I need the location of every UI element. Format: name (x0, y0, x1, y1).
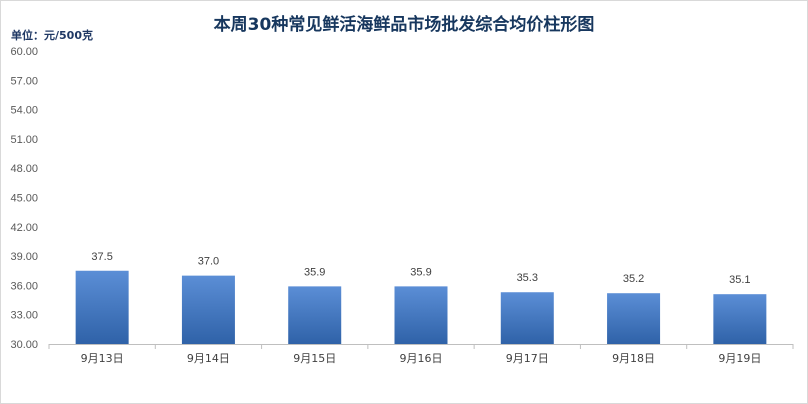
y-tick-label: 60.00 (10, 46, 38, 58)
category-label: 9月13日 (81, 352, 124, 365)
data-label: 35.3 (517, 272, 538, 284)
bar (607, 293, 661, 344)
data-label: 37.5 (91, 251, 112, 263)
data-label: 35.2 (623, 273, 644, 285)
data-label: 37.0 (198, 256, 219, 268)
chart-title: 本周30种常见鲜活海鲜品市场批发综合均价柱形图 (213, 15, 595, 35)
bar (288, 286, 342, 344)
category-label: 9月14日 (187, 352, 230, 365)
bar (75, 270, 129, 344)
category-label: 9月17日 (506, 352, 549, 365)
y-tick-label: 45.00 (10, 193, 38, 205)
bars (75, 270, 767, 344)
category-label: 9月15日 (293, 352, 336, 365)
y-tick-label: 39.00 (10, 251, 38, 263)
y-tick-label: 51.00 (10, 134, 38, 146)
y-tick-label: 30.00 (10, 339, 38, 351)
y-axis-ticks: 30.00 33.00 36.00 39.00 42.00 45.00 48.00 51.00… (10, 46, 38, 351)
data-label: 35.9 (304, 266, 325, 278)
bar (500, 292, 554, 344)
bar (713, 294, 767, 344)
y-tick-label: 33.00 (10, 310, 38, 322)
y-tick-label: 42.00 (10, 222, 38, 234)
category-label: 9月18日 (612, 352, 655, 365)
category-label: 9月16日 (400, 352, 443, 365)
x-axis-categories: 9月13日 9月14日 9月15日 9月16日 9月17日 9月18日 9月19日 (48, 344, 794, 365)
y-tick-label: 54.00 (10, 105, 38, 117)
y-tick-label: 57.00 (10, 75, 38, 87)
bar (394, 286, 448, 344)
category-label: 9月19日 (718, 352, 761, 365)
data-label: 35.1 (729, 274, 750, 286)
y-tick-label: 36.00 (10, 280, 38, 292)
bar (181, 275, 235, 344)
y-tick-label: 48.00 (10, 163, 38, 175)
data-label: 35.9 (410, 266, 431, 278)
data-labels: 37.5 37.0 35.9 35.9 35.3 35.2 35.1 (91, 251, 750, 286)
unit-label: 单位：元/500克 (11, 29, 93, 42)
